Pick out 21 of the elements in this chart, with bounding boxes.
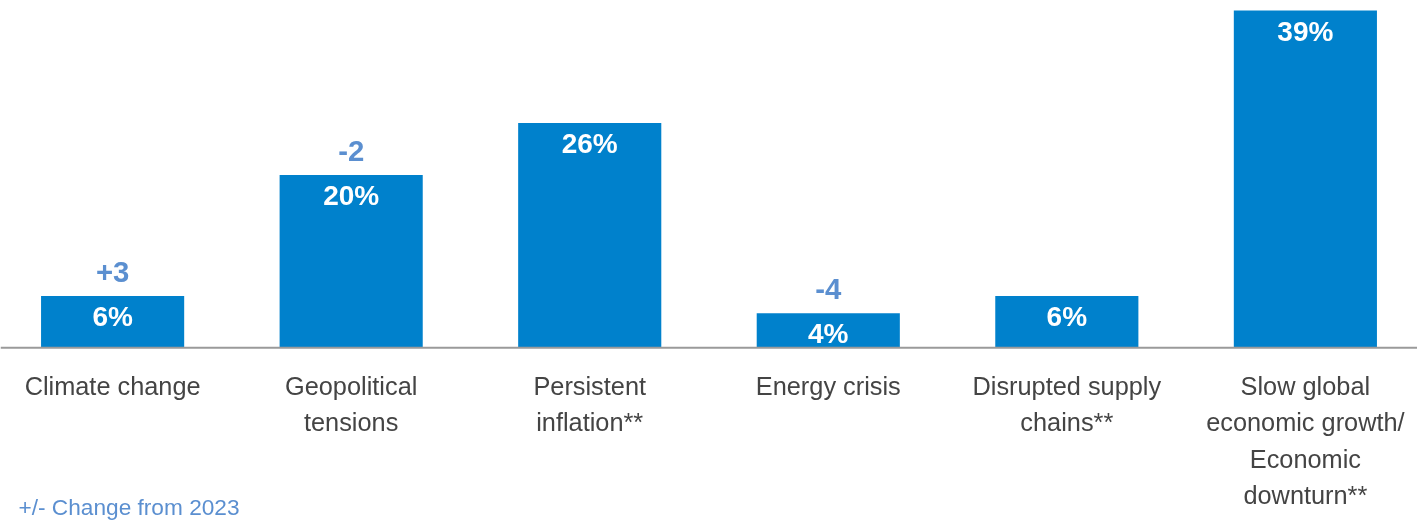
x-tick-label: Disrupted supply chains**: [972, 371, 1162, 437]
x-tick-label: Geopolitical tensions: [285, 371, 418, 437]
data-label: 39%: [1277, 15, 1334, 47]
x-tick-label: Slow global economic growth/ Economic downturn**: [1206, 371, 1406, 510]
x-tick-label: Climate change: [24, 371, 201, 400]
bar: [518, 123, 662, 348]
annotation: +3: [95, 254, 130, 288]
annotation: -4: [815, 272, 842, 306]
text: +/- Change from 2023: [18, 493, 240, 520]
annotation: -2: [338, 133, 365, 167]
bar: [995, 295, 1139, 348]
bar: [41, 295, 185, 348]
data-label: 20%: [323, 179, 380, 211]
data-label: 6%: [92, 300, 133, 332]
x-tick-label: Energy crisis: [755, 371, 901, 400]
bar: [279, 174, 423, 348]
data-label: 6%: [1046, 300, 1088, 332]
bar: [1233, 10, 1377, 348]
data-label: 4%: [808, 318, 849, 350]
x-tick-label: Persistent inflation**: [533, 371, 647, 437]
data-label: 26%: [561, 128, 618, 160]
